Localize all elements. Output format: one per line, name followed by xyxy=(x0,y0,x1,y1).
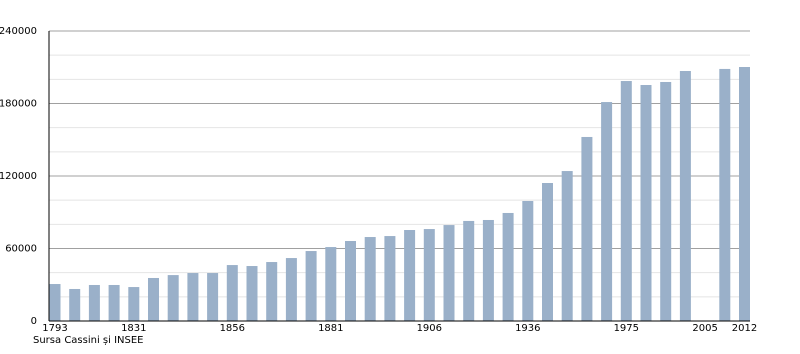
bar xyxy=(482,219,494,321)
x-tick-label: 1881 xyxy=(318,323,343,334)
bar xyxy=(423,229,435,321)
bar xyxy=(148,277,159,321)
bar xyxy=(443,225,455,321)
bar xyxy=(739,67,750,321)
bar xyxy=(88,284,100,321)
bar xyxy=(108,284,120,321)
x-tick-label: 2005 xyxy=(692,323,717,334)
bar xyxy=(502,212,514,321)
y-tick-label: 240000 xyxy=(0,26,37,37)
bar xyxy=(246,266,258,321)
x-tick-label: 1856 xyxy=(220,323,245,334)
bar xyxy=(226,265,238,321)
bar xyxy=(384,236,396,321)
bar xyxy=(167,275,179,321)
bar xyxy=(49,284,61,321)
bar xyxy=(207,273,219,321)
bar xyxy=(364,237,376,321)
y-tick-label: 0 xyxy=(31,316,37,327)
bar xyxy=(266,262,278,321)
bar xyxy=(463,220,475,321)
bar xyxy=(620,81,632,322)
bar xyxy=(640,85,652,321)
bar xyxy=(719,68,731,321)
bar xyxy=(285,258,297,321)
x-tick-label: 1906 xyxy=(417,323,442,334)
bar xyxy=(128,287,140,321)
source-note: Sursa Cassini și INSEE xyxy=(33,335,144,346)
x-tick-label: 1831 xyxy=(121,323,146,334)
y-tick-label: 120000 xyxy=(0,171,37,182)
x-tick-label: 1793 xyxy=(42,323,67,334)
x-tick-label: 1936 xyxy=(515,323,540,334)
bar xyxy=(325,247,337,321)
bar xyxy=(601,102,613,321)
y-tick-label: 60000 xyxy=(5,244,37,255)
bar xyxy=(522,201,534,321)
bar xyxy=(404,230,416,321)
bar xyxy=(660,81,672,321)
y-tick-label: 180000 xyxy=(0,99,37,110)
bar xyxy=(542,183,553,321)
bar xyxy=(187,273,199,321)
bar xyxy=(561,171,573,321)
bar xyxy=(679,70,691,321)
x-tick-label: 1975 xyxy=(614,323,639,334)
bar xyxy=(305,251,317,321)
bar xyxy=(345,241,356,321)
bar xyxy=(69,288,81,321)
bar xyxy=(581,136,593,321)
x-tick-label: 2012 xyxy=(732,323,757,334)
